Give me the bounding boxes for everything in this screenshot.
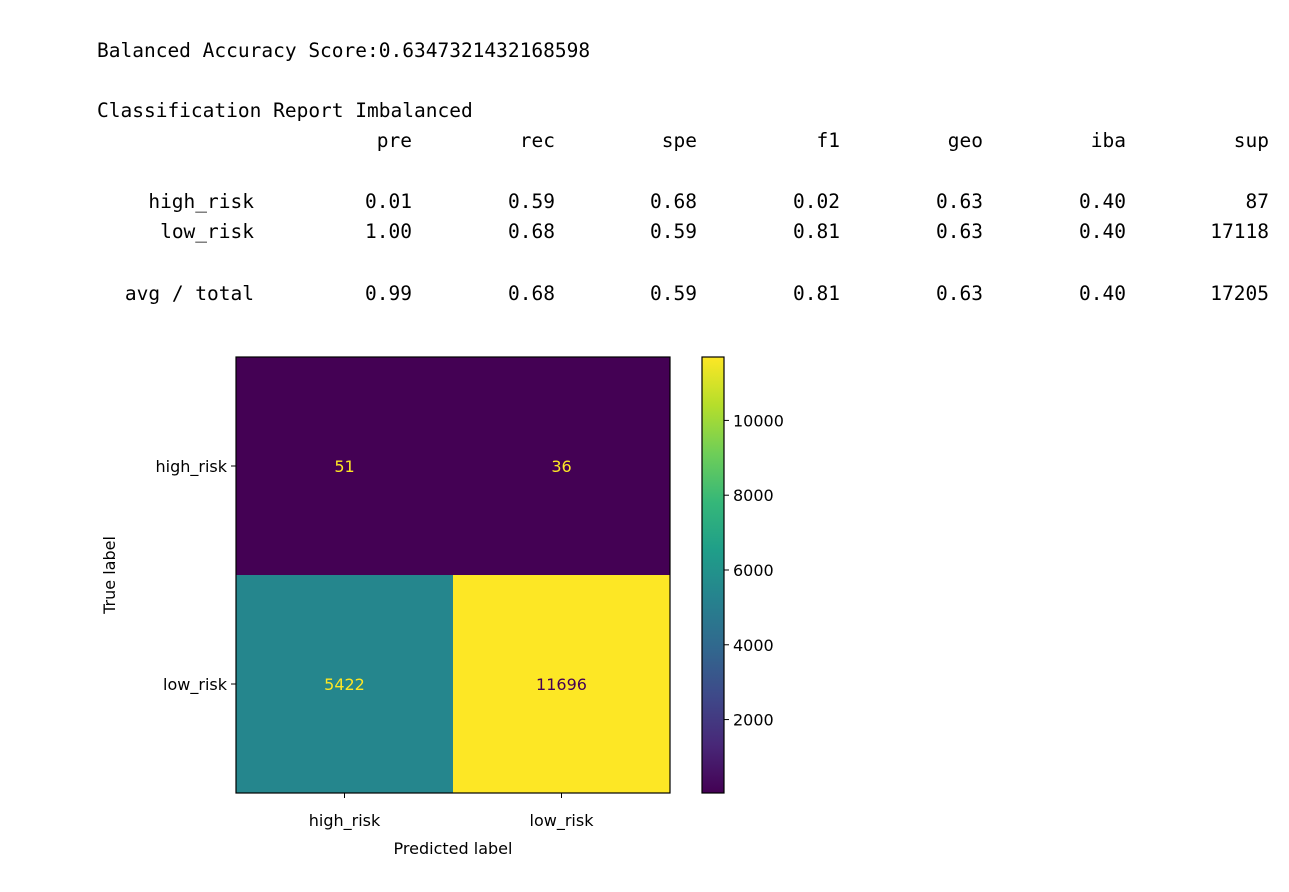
report-cell: 0.81 [793, 220, 840, 243]
balanced-accuracy-line: Balanced Accuracy Score:0.63473214321685… [97, 41, 590, 61]
score-label: Balanced Accuracy Score: [97, 39, 379, 62]
heatmap-cell [236, 357, 454, 576]
x-tick-label: high_risk [309, 811, 381, 831]
report-cell: 0.68 [508, 282, 555, 305]
report-header-f1: f1 [816, 129, 840, 152]
report-cell: 87 [1245, 190, 1269, 213]
report-header-rec: rec [519, 129, 555, 152]
y-tick-label: high_risk [155, 457, 227, 477]
colorbar-tick-label: 6000 [733, 561, 774, 580]
report-cell: 0.40 [1079, 190, 1126, 213]
report-cell: 0.02 [793, 190, 840, 213]
heatmap-cell [453, 357, 671, 576]
report-cell: 0.40 [1079, 220, 1126, 243]
report-cell: 0.40 [1079, 282, 1126, 305]
report-cell: 0.63 [936, 220, 983, 243]
report-cell: 0.81 [793, 282, 840, 305]
report-cell: 0.63 [936, 282, 983, 305]
report-title: Classification Report Imbalanced [97, 99, 473, 122]
report-header-sup: sup [1233, 129, 1269, 152]
report-cell: 0.59 [650, 220, 697, 243]
score-value: 0.6347321432168598 [378, 39, 591, 62]
report-row-label: low_risk [160, 220, 254, 243]
report-cell: 17118 [1210, 220, 1269, 243]
report-cell: 1.00 [365, 220, 412, 243]
cell-value-label: 51 [334, 457, 354, 476]
plot-frame [235, 356, 671, 794]
heatmap-cell [453, 575, 671, 794]
cell-value-label: 11696 [536, 675, 587, 694]
x-axis-label: Predicted label [394, 839, 513, 858]
colorbar-gradient [702, 357, 724, 793]
colorbar-tick-label: 2000 [733, 711, 774, 730]
report-header-geo: geo [947, 129, 983, 152]
cell-value-label: 5422 [324, 675, 365, 694]
cell-value-label: 36 [551, 457, 571, 476]
x-tick-label: low_risk [530, 811, 595, 831]
report-cell: 0.59 [508, 190, 555, 213]
report-cell: 0.63 [936, 190, 983, 213]
y-axis-label: True label [100, 536, 119, 615]
report-header-spe: spe [661, 129, 697, 152]
report-header-iba: iba [1090, 129, 1126, 152]
report-cell: 0.68 [650, 190, 697, 213]
report-cell: 0.59 [650, 282, 697, 305]
heatmap-cell [236, 575, 454, 794]
report-cell: 0.68 [508, 220, 555, 243]
colorbar-tick-label: 10000 [733, 411, 784, 430]
report-header-pre: pre [376, 129, 412, 152]
report-cell: 0.99 [365, 282, 412, 305]
report-cell: 17205 [1210, 282, 1269, 305]
colorbar-tick-label: 4000 [733, 636, 774, 655]
report-row-label: high_risk [148, 190, 254, 213]
colorbar-frame [701, 356, 725, 794]
y-tick-label: low_risk [163, 675, 228, 695]
colorbar-tick-label: 8000 [733, 486, 774, 505]
report-row-label: avg / total [124, 282, 254, 305]
report-cell: 0.01 [365, 190, 412, 213]
